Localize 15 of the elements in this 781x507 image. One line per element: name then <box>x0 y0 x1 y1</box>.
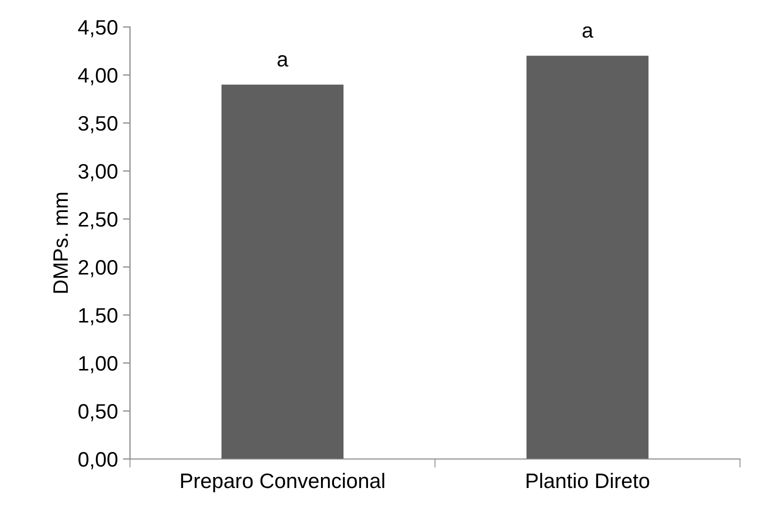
y-axis-title: DMPs. mm <box>53 192 68 293</box>
y-tick-label: 1,50 <box>79 308 118 326</box>
y-tick-label: 4,00 <box>78 68 118 86</box>
annotation: a <box>582 26 594 38</box>
y-tick-label: 2,00 <box>78 260 118 278</box>
x-tick-label: Plantio Direto <box>526 472 650 488</box>
y-tick-label: 3,50 <box>78 116 118 134</box>
y-tick-label: 0,00 <box>78 452 118 470</box>
y-tick-label: 1,00 <box>79 356 118 374</box>
y-tick-label: 3,00 <box>78 164 118 182</box>
y-tick-label: 4,50 <box>78 20 118 38</box>
x-tick-label: Preparo Convencional <box>181 472 384 492</box>
y-tick-label: 0,50 <box>78 404 118 422</box>
annotation: a <box>278 55 288 67</box>
y-tick-label: 2,50 <box>78 212 118 230</box>
